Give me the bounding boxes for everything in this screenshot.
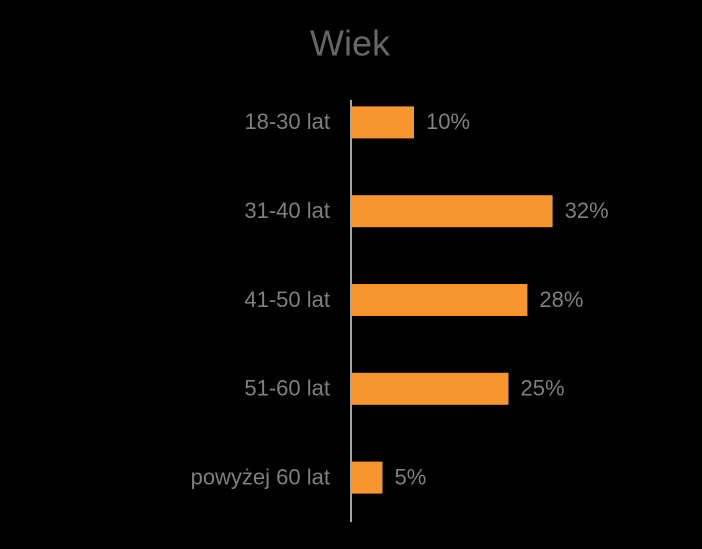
category-label: powyżej 60 lat — [191, 464, 330, 489]
bar — [351, 106, 414, 139]
category-label: 51-60 lat — [244, 376, 330, 401]
value-label: 32% — [565, 198, 609, 223]
category-label: 18-30 lat — [244, 109, 330, 134]
bar — [351, 195, 553, 228]
chart-title: Wiek — [310, 23, 391, 64]
bar — [351, 372, 509, 405]
bar — [351, 284, 528, 316]
category-label: 41-50 lat — [244, 287, 330, 312]
value-label: 25% — [521, 376, 565, 401]
value-label: 10% — [426, 109, 470, 134]
value-label: 5% — [395, 464, 427, 489]
value-label: 28% — [539, 287, 583, 312]
category-label: 31-40 lat — [244, 198, 330, 223]
bar — [351, 461, 383, 494]
